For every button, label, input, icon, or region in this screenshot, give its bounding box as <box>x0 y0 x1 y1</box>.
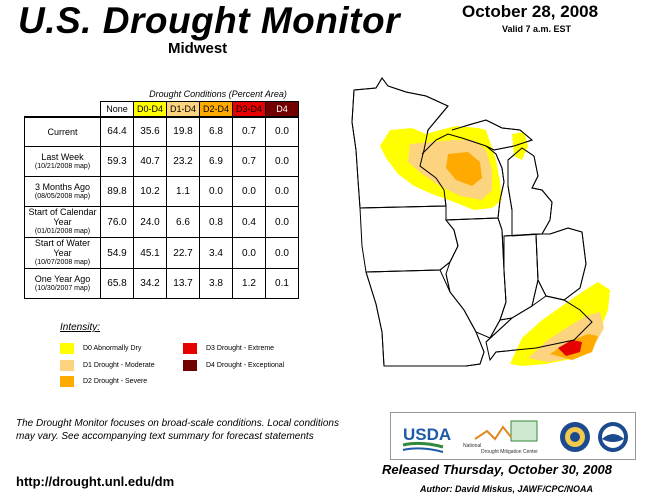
release-date: Released Thursday, October 30, 2008 <box>382 462 613 477</box>
author-credit: Author: David Miskus, JAWF/CPC/NOAA <box>420 484 594 494</box>
table-cell: 0.0 <box>265 115 299 147</box>
disclaimer-note: The Drought Monitor focuses on broad-sca… <box>16 418 339 442</box>
table-cell: 0.1 <box>265 268 299 299</box>
state-michigan-lp <box>507 147 553 237</box>
row-label: Start of Water Year (10/07/2008 map) <box>24 237 101 269</box>
legend-label: D0 Abnormally Dry <box>83 345 142 352</box>
noaa-logo-icon <box>598 422 628 452</box>
col-header: None <box>100 101 134 117</box>
table-cell: 24.0 <box>133 206 167 238</box>
table-cell: 22.7 <box>166 237 200 269</box>
row-label: One Year Ago (10/30/2007 map) <box>24 268 101 299</box>
legend-swatch <box>60 360 74 371</box>
table-header-row: None D0-D4 D1-D4 D2-D4 D3-D4 D4 <box>25 101 299 117</box>
table-cell: 3.4 <box>199 237 233 269</box>
table-cell: 65.8 <box>100 268 134 299</box>
row-label: Last Week (10/21/2008 map) <box>24 146 101 177</box>
table-cell: 6.9 <box>199 146 233 177</box>
map-date: October 28, 2008 <box>462 2 599 21</box>
legend-item: D1 Drought - Moderate <box>60 360 155 371</box>
table-cell: 1.1 <box>166 176 200 207</box>
state-iowa <box>359 205 459 273</box>
table-cell: 64.4 <box>100 115 134 147</box>
col-header: D0-D4 <box>133 101 167 117</box>
legend-label: D3 Drought - Extreme <box>206 345 275 352</box>
table-caption: Drought Conditions (Percent Area) <box>149 89 287 99</box>
table-cell: 3.8 <box>199 268 233 299</box>
legend-label: D1 Drought - Moderate <box>83 362 155 369</box>
row-label: Start of Calendar Year (01/01/2008 map) <box>24 206 101 238</box>
table-cell: 34.2 <box>133 268 167 299</box>
legend-item: D3 Drought - Extreme <box>183 343 274 354</box>
table-row: Current 64.4 35.6 19.8 6.8 0.7 0.0 <box>24 115 299 147</box>
svg-text:National: National <box>463 443 481 449</box>
legend-title: Intensity: <box>60 322 101 333</box>
table-cell: 0.0 <box>232 176 266 207</box>
legend-item: D2 Drought - Severe <box>60 376 147 387</box>
legend-swatch <box>60 343 74 354</box>
table-cell: 0.0 <box>265 237 299 269</box>
table-cell: 89.8 <box>100 176 134 207</box>
table-row: 3 Months Ago (08/05/2008 map) 89.8 10.2 1.1 0… <box>24 176 299 207</box>
table-cell: 54.9 <box>100 237 134 269</box>
table-cell: 0.7 <box>232 115 266 147</box>
table-cell: 6.8 <box>199 115 233 147</box>
ndmc-logo: National Drought Mitigation Center <box>463 420 538 455</box>
table-cell: 35.6 <box>133 115 167 147</box>
table-cell: 23.2 <box>166 146 200 177</box>
col-header: D3-D4 <box>232 101 266 117</box>
table-row: Start of Water Year (10/07/2008 map) 54.9 4… <box>24 237 299 269</box>
legend-item: D4 Drought - Exceptional <box>183 360 284 371</box>
drought-monitor-link[interactable]: http://drought.unl.edu/dm <box>16 474 175 489</box>
d3-area-south <box>558 340 582 356</box>
legend-swatch <box>60 376 74 387</box>
drought-conditions-table: None D0-D4 D1-D4 D2-D4 D3-D4 D4 Current 6… <box>24 101 299 299</box>
table-cell: 0.0 <box>265 176 299 207</box>
agency-logos: USDA National Drought Mitigation Center <box>390 412 636 460</box>
region-title: Midwest <box>168 40 228 57</box>
table-cell: 0.4 <box>232 206 266 238</box>
table-cell: 40.7 <box>133 146 167 177</box>
page-title: U.S. Drought Monitor <box>18 0 400 41</box>
drought-map <box>351 77 610 367</box>
legend-label: D4 Drought - Exceptional <box>206 362 285 369</box>
d2-area-north <box>446 152 482 186</box>
col-header: D2-D4 <box>199 101 233 117</box>
row-label: Current <box>24 115 101 147</box>
table-cell: 0.0 <box>232 237 266 269</box>
table-cell: 59.3 <box>100 146 134 177</box>
valid-time: Valid 7 a.m. EST <box>502 24 572 34</box>
table-cell: 0.0 <box>199 176 233 207</box>
table-row: Start of Calendar Year (01/01/2008 map) 76… <box>24 206 299 238</box>
table-cell: 45.1 <box>133 237 167 269</box>
table-cell: 0.0 <box>265 206 299 238</box>
commerce-seal-icon <box>560 422 590 452</box>
usda-logo: USDA <box>402 425 451 453</box>
table-cell: 1.2 <box>232 268 266 299</box>
col-header: D1-D4 <box>166 101 200 117</box>
table-cell: 19.8 <box>166 115 200 147</box>
table-cell: 6.6 <box>166 206 200 238</box>
state-borders-overlay <box>351 77 593 367</box>
table-cell: 0.0 <box>265 146 299 177</box>
svg-text:USDA: USDA <box>403 425 451 444</box>
table-cell: 0.8 <box>199 206 233 238</box>
table-cell: 0.7 <box>232 146 266 177</box>
legend-swatch <box>183 360 197 371</box>
col-header: D4 <box>265 101 299 117</box>
legend-item: D0 Abnormally Dry <box>60 343 141 354</box>
legend-label: D2 Drought - Severe <box>83 378 148 385</box>
table-row: Last Week (10/21/2008 map) 59.3 40.7 23.2 6.9… <box>24 146 299 177</box>
table-cell: 13.7 <box>166 268 200 299</box>
row-label: 3 Months Ago (08/05/2008 map) <box>24 176 101 207</box>
svg-text:Drought Mitigation Center: Drought Mitigation Center <box>481 449 538 455</box>
legend-swatch <box>183 343 197 354</box>
table-row: One Year Ago (10/30/2007 map) 65.8 34.2 13.7… <box>24 268 299 299</box>
table-cell: 76.0 <box>100 206 134 238</box>
drought-areas <box>380 126 610 366</box>
table-cell: 10.2 <box>133 176 167 207</box>
